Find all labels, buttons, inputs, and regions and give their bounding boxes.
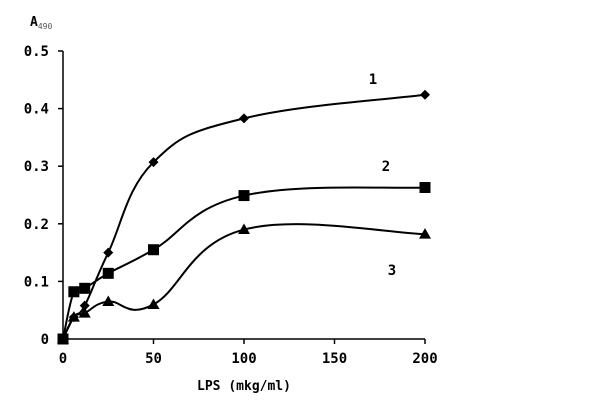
series-1-point <box>148 157 159 168</box>
series-3-label: 3 <box>388 263 396 279</box>
x-tick-label: 50 <box>145 351 162 367</box>
series-3-point <box>67 311 80 322</box>
series-2-point <box>419 182 431 194</box>
series-2-point <box>68 286 80 298</box>
y-tick-label: 0.2 <box>24 217 49 233</box>
y-axis-label: A490 <box>30 15 52 31</box>
series-2-line <box>62 186 426 340</box>
y-tick-label: 0.5 <box>24 44 49 60</box>
y-tick-label: 0.4 <box>24 102 49 118</box>
series-3-point <box>78 307 91 318</box>
series-1-label: 1 <box>369 72 377 88</box>
x-axis-label: LPS (mkg/ml) <box>197 379 291 394</box>
series-2-point <box>148 244 159 256</box>
y-tick-label: 0.1 <box>24 274 49 290</box>
series-3-point <box>238 223 250 235</box>
y-tick-label: 0 <box>41 332 49 348</box>
y-axis-label-main: A <box>30 15 38 30</box>
series-1-point <box>103 247 114 258</box>
series-1-point <box>79 300 90 311</box>
series-3-point <box>57 333 69 344</box>
y-tick-label: 0.3 <box>24 159 49 175</box>
series-3-line <box>62 223 426 340</box>
series-3-point <box>147 298 160 309</box>
plot-area: 0 0.1 0.2 0.3 0.4 0.5 0 50 100 150 200 1 2 3 <box>24 44 438 367</box>
series-2-point <box>102 267 114 279</box>
x-tick-label: 200 <box>412 351 437 367</box>
series-1-point <box>239 113 249 124</box>
series-2-point <box>238 190 250 202</box>
series-1-point <box>420 89 430 100</box>
series-2-point <box>79 282 91 294</box>
series-2-label: 2 <box>382 159 390 175</box>
x-tick-label: 100 <box>231 351 256 367</box>
x-tick-label: 150 <box>322 351 347 367</box>
series-3-point <box>102 295 115 307</box>
x-tick-label: 0 <box>59 351 67 367</box>
series-3-point <box>419 228 431 239</box>
y-axis-label-sub: 490 <box>38 22 53 31</box>
